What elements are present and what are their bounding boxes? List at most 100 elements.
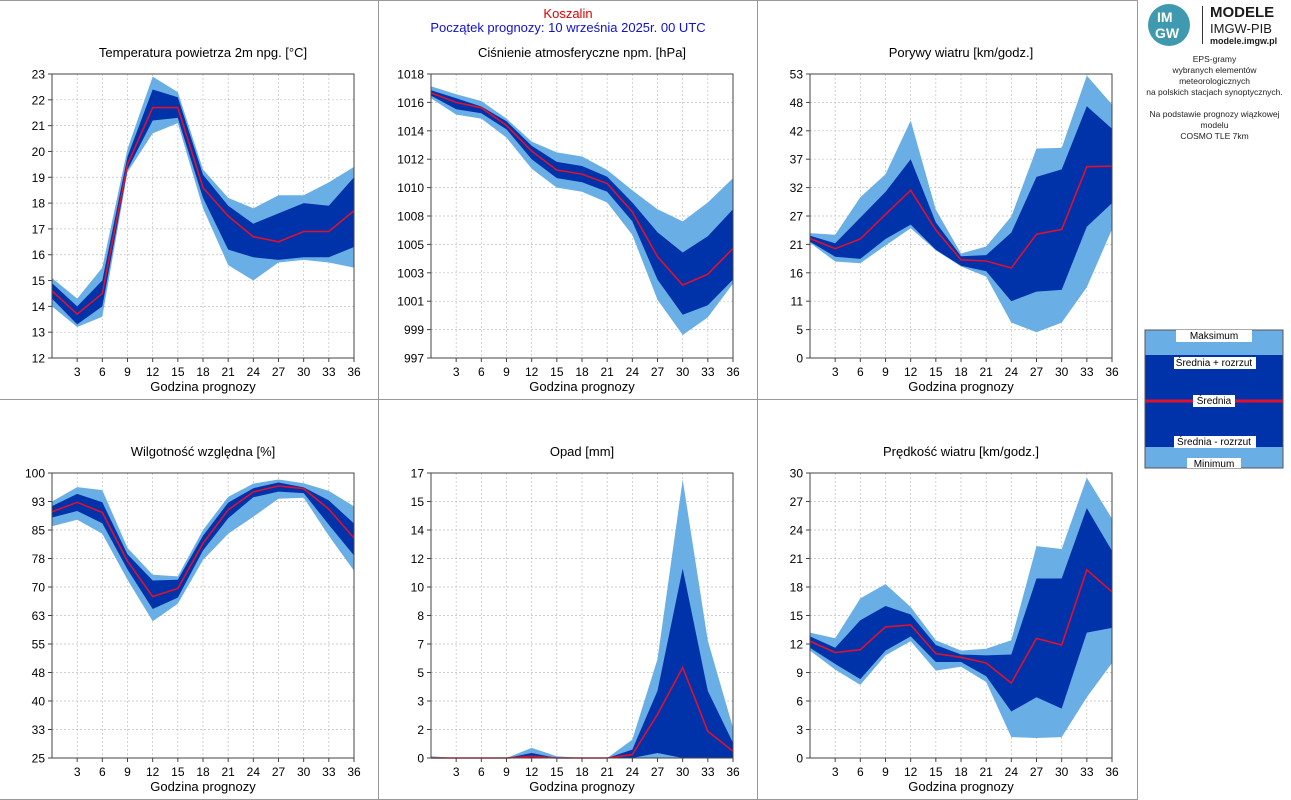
y-tick-label: 16 [32, 248, 46, 262]
description-line: wybranych elementów meteorologicznych [1172, 65, 1257, 86]
envelope-spread [52, 482, 354, 609]
chart-title: Wilgotność względna [%] [131, 444, 276, 459]
x-tick-label: 12 [904, 765, 918, 779]
chart-panel: Wilgotność względna [%]25334048556370788… [25, 444, 361, 794]
x-tick-label: 24 [626, 765, 640, 779]
y-tick-label: 3 [417, 695, 424, 709]
y-tick-label: 9 [796, 666, 803, 680]
y-tick-label: 30 [790, 467, 804, 481]
y-tick-label: 24 [790, 524, 804, 538]
x-tick-label: 36 [726, 765, 740, 779]
y-tick-label: 999 [404, 323, 424, 337]
x-tick-label: 3 [453, 365, 460, 379]
y-tick-label: 17 [32, 222, 46, 236]
y-tick-label: 0 [417, 752, 424, 766]
y-tick-label: 13 [32, 326, 46, 340]
x-tick-label: 15 [929, 765, 943, 779]
chart-title: Prędkość wiatru [km/godz.] [883, 444, 1039, 459]
x-tick-label: 15 [929, 365, 943, 379]
chart-title: Temperatura powietrza 2m npg. [°C] [99, 45, 307, 60]
x-tick-label: 9 [503, 765, 510, 779]
envelope-spread [810, 106, 1112, 302]
x-tick-label: 21 [600, 365, 614, 379]
legend-label-bg [1174, 436, 1256, 448]
y-tick-label: 17 [411, 467, 425, 481]
mean-line [51, 106, 355, 316]
y-tick-label: 1005 [397, 238, 424, 252]
y-tick-label: 997 [404, 352, 424, 366]
x-tick-label: 21 [221, 365, 235, 379]
logo-title: MODELE [1210, 4, 1275, 21]
legend-mean-label: Średnia [1197, 394, 1232, 407]
x-tick-label: 3 [74, 765, 81, 779]
x-tick-label: 24 [1005, 765, 1019, 779]
legend-mean-minus-label: Średnia - rozrzut [1177, 435, 1251, 448]
y-tick-label: 25 [32, 752, 46, 766]
x-tick-label: 6 [857, 365, 864, 379]
y-tick-label: 1014 [397, 124, 424, 138]
x-tick-label: 27 [651, 365, 665, 379]
legend-label-bg [1176, 330, 1252, 342]
x-tick-label: 27 [272, 765, 286, 779]
description-line: EPS-gramy [1192, 54, 1237, 64]
x-axis-label: Godzina prognozy [908, 779, 1014, 794]
y-tick-label: 15 [32, 274, 46, 288]
chart-panel: Ciśnienie atmosferyczne npm. [hPa] 997 999… [397, 45, 740, 394]
x-tick-label: 3 [453, 765, 460, 779]
x-tick-label: 6 [99, 765, 106, 779]
x-tick-label: 21 [600, 765, 614, 779]
x-tick-label: 36 [1105, 765, 1119, 779]
legend-label-bg [1193, 395, 1235, 407]
y-tick-label: 21 [790, 238, 804, 252]
y-tick-label: 18 [32, 197, 46, 211]
description-line: Na podstawie prognozy wiązkowej modelu [1149, 109, 1280, 130]
y-tick-label: 55 [32, 638, 46, 652]
x-tick-label: 3 [74, 365, 81, 379]
y-tick-label: 63 [32, 609, 46, 623]
y-tick-label: 48 [32, 666, 46, 680]
y-tick-label: 8 [417, 609, 424, 623]
y-tick-label: 12 [32, 352, 46, 366]
y-tick-label: 1008 [397, 210, 424, 224]
x-tick-label: 30 [297, 365, 311, 379]
x-tick-label: 12 [146, 365, 160, 379]
x-tick-label: 15 [171, 365, 185, 379]
y-tick-label: 100 [25, 467, 45, 481]
logo-mark-bottom: GW [1155, 25, 1180, 41]
mean-line [809, 165, 1113, 269]
y-tick-label: 53 [790, 68, 804, 82]
y-tick-label: 15 [790, 609, 804, 623]
legend-mean-plus-label: Średnia + rozrzut [1176, 356, 1253, 369]
x-tick-label: 3 [832, 765, 839, 779]
x-tick-label: 36 [1105, 365, 1119, 379]
x-axis-label: Godzina prognozy [529, 379, 635, 394]
imgw-logo-mark: IM GW [1148, 4, 1190, 46]
legend-min-label: Minimum [1194, 459, 1235, 470]
chart-title: Ciśnienie atmosferyczne npm. [hPa] [478, 45, 686, 60]
x-tick-label: 36 [347, 765, 361, 779]
y-tick-label: 32 [790, 181, 804, 195]
logo-site: modele.imgw.pl [1210, 36, 1278, 46]
x-tick-label: 33 [322, 765, 336, 779]
y-tick-label: 27 [790, 210, 804, 224]
y-tick-label: 1018 [397, 68, 424, 82]
x-tick-label: 30 [676, 765, 690, 779]
x-tick-label: 30 [676, 365, 690, 379]
chart-panel: Prędkość wiatru [km/godz.]03691215182124… [790, 444, 1119, 794]
x-tick-label: 9 [882, 765, 889, 779]
y-tick-label: 37 [790, 153, 804, 167]
y-tick-label: 3 [796, 723, 803, 737]
x-tick-label: 18 [575, 765, 589, 779]
x-tick-label: 12 [525, 365, 539, 379]
chart-panel: Porywy wiatru [km/godz.] 0 5 11 16 21 27 32 37 42… [790, 45, 1119, 394]
y-tick-label: 85 [32, 524, 46, 538]
x-axis-label: Godzina prognozy [908, 379, 1014, 394]
y-tick-label: 27 [790, 495, 804, 509]
x-tick-label: 33 [701, 765, 715, 779]
x-tick-label: 6 [478, 765, 485, 779]
logo-divider [1202, 6, 1203, 44]
y-tick-label: 7 [417, 638, 424, 652]
x-tick-label: 18 [575, 365, 589, 379]
y-tick-label: 93 [32, 495, 46, 509]
x-tick-label: 33 [1080, 365, 1094, 379]
